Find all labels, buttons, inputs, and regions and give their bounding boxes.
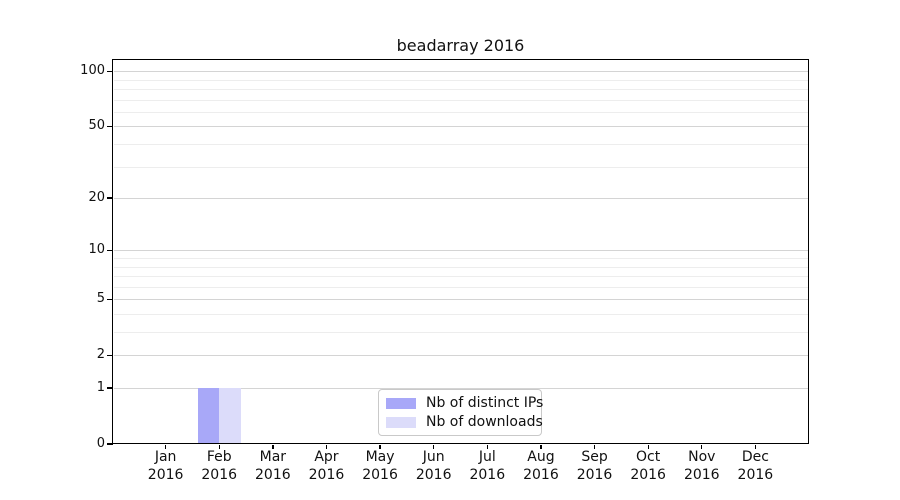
x-axis-tick [325, 444, 328, 449]
x-tick-label: Dec 2016 [723, 449, 787, 484]
x-tick-month: Aug [527, 449, 555, 465]
minor-gridline [114, 332, 808, 333]
minor-gridline [114, 266, 808, 268]
x-tick-year: 2016 [147, 466, 184, 483]
x-tick-year: 2016 [523, 466, 559, 483]
x-tick-year: 2016 [683, 466, 720, 483]
chart-title: beadarray 2016 [396, 36, 525, 55]
major-gridline [114, 197, 808, 199]
major-gridline [114, 249, 808, 251]
major-gridline [114, 125, 808, 127]
minor-gridline [114, 144, 808, 145]
x-axis-tick [593, 444, 596, 449]
x-tick-month: Nov [688, 449, 716, 465]
legend: Nb of distinct IPs Nb of downloads [378, 389, 544, 436]
y-axis-tick [107, 70, 113, 72]
x-tick-month: Feb [206, 449, 232, 465]
x-axis-tick [433, 444, 435, 449]
legend-label-distinct-ips: Nb of distinct IPs [426, 394, 544, 411]
minor-gridline [114, 166, 808, 168]
legend-label-downloads: Nb of downloads [426, 413, 543, 430]
x-tick-label: Sep 2016 [563, 449, 627, 484]
x-tick-month: Jul [478, 449, 496, 465]
y-axis-tick [107, 298, 113, 300]
x-tick-year: 2016 [415, 466, 452, 483]
minor-gridline [114, 257, 808, 259]
legend-item-downloads: Nb of downloads [386, 413, 543, 430]
x-tick-label: Nov 2016 [670, 449, 734, 484]
x-tick-label: Mar 2016 [241, 449, 305, 484]
major-gridline [114, 354, 808, 356]
y-axis-tick [107, 249, 113, 251]
legend-item-distinct-ips: Nb of distinct IPs [386, 394, 544, 411]
x-tick-year: 2016 [255, 466, 291, 483]
x-axis-tick [272, 444, 274, 449]
y-tick-label: 10 [88, 242, 105, 258]
x-tick-month: Dec [741, 449, 769, 465]
legend-swatch-distinct-ips [386, 397, 416, 409]
x-axis-tick [540, 444, 542, 449]
plot-area [112, 59, 809, 444]
x-tick-month: Oct [636, 449, 661, 465]
minor-gridline [114, 79, 808, 81]
minor-gridline [114, 313, 808, 315]
x-axis-tick [647, 444, 649, 449]
x-axis-tick [218, 444, 220, 449]
y-axis-tick [107, 354, 113, 356]
y-axis-tick [107, 197, 113, 199]
x-tick-year: 2016 [737, 466, 774, 483]
x-tick-label: Aug 2016 [509, 449, 573, 484]
x-tick-month: Jun [422, 449, 445, 465]
x-tick-label: Feb 2016 [187, 449, 251, 484]
y-axis-tick [107, 125, 113, 128]
minor-gridline [114, 111, 808, 113]
minor-gridline [114, 276, 808, 278]
y-tick-label: 50 [88, 118, 105, 134]
x-tick-month: Mar [259, 449, 287, 465]
x-tick-month: Sep [581, 449, 608, 465]
y-axis-tick [107, 387, 113, 389]
y-tick-label: 5 [96, 291, 105, 307]
x-tick-label: Jun 2016 [402, 449, 466, 484]
bar-feb-0 [197, 388, 220, 443]
x-axis-tick [486, 444, 488, 449]
x-tick-month: Apr [314, 449, 339, 465]
legend-swatch-downloads [386, 416, 416, 428]
y-tick-label: 2 [96, 347, 105, 363]
x-axis-tick [165, 444, 167, 449]
x-tick-label: Jul 2016 [455, 449, 519, 484]
x-tick-year: 2016 [362, 466, 398, 483]
y-tick-label: 100 [80, 63, 105, 79]
x-tick-label: May 2016 [348, 449, 412, 484]
minor-gridline [114, 286, 808, 288]
x-tick-label: Oct 2016 [616, 449, 680, 484]
y-tick-label: 20 [88, 190, 105, 206]
minor-gridline [114, 89, 808, 90]
major-gridline [114, 298, 808, 300]
minor-gridline [114, 99, 808, 101]
x-tick-label: Apr 2016 [294, 449, 358, 484]
major-gridline [114, 70, 808, 72]
x-tick-month: May [365, 449, 395, 465]
x-tick-year: 2016 [576, 466, 613, 483]
x-tick-month: Jan [154, 449, 177, 465]
y-axis-tick [107, 443, 113, 445]
x-tick-year: 2016 [469, 466, 506, 483]
x-axis-tick [379, 444, 381, 449]
major-gridline [114, 387, 808, 389]
bar-feb-1 [219, 388, 241, 443]
x-tick-year: 2016 [308, 466, 345, 483]
x-tick-year: 2016 [201, 466, 238, 483]
x-axis-tick [754, 444, 757, 449]
y-tick-label: 0 [96, 436, 105, 451]
x-axis-tick [701, 444, 703, 449]
x-tick-year: 2016 [630, 466, 666, 483]
x-tick-label: Jan 2016 [134, 449, 198, 484]
y-tick-label: 1 [96, 380, 105, 395]
